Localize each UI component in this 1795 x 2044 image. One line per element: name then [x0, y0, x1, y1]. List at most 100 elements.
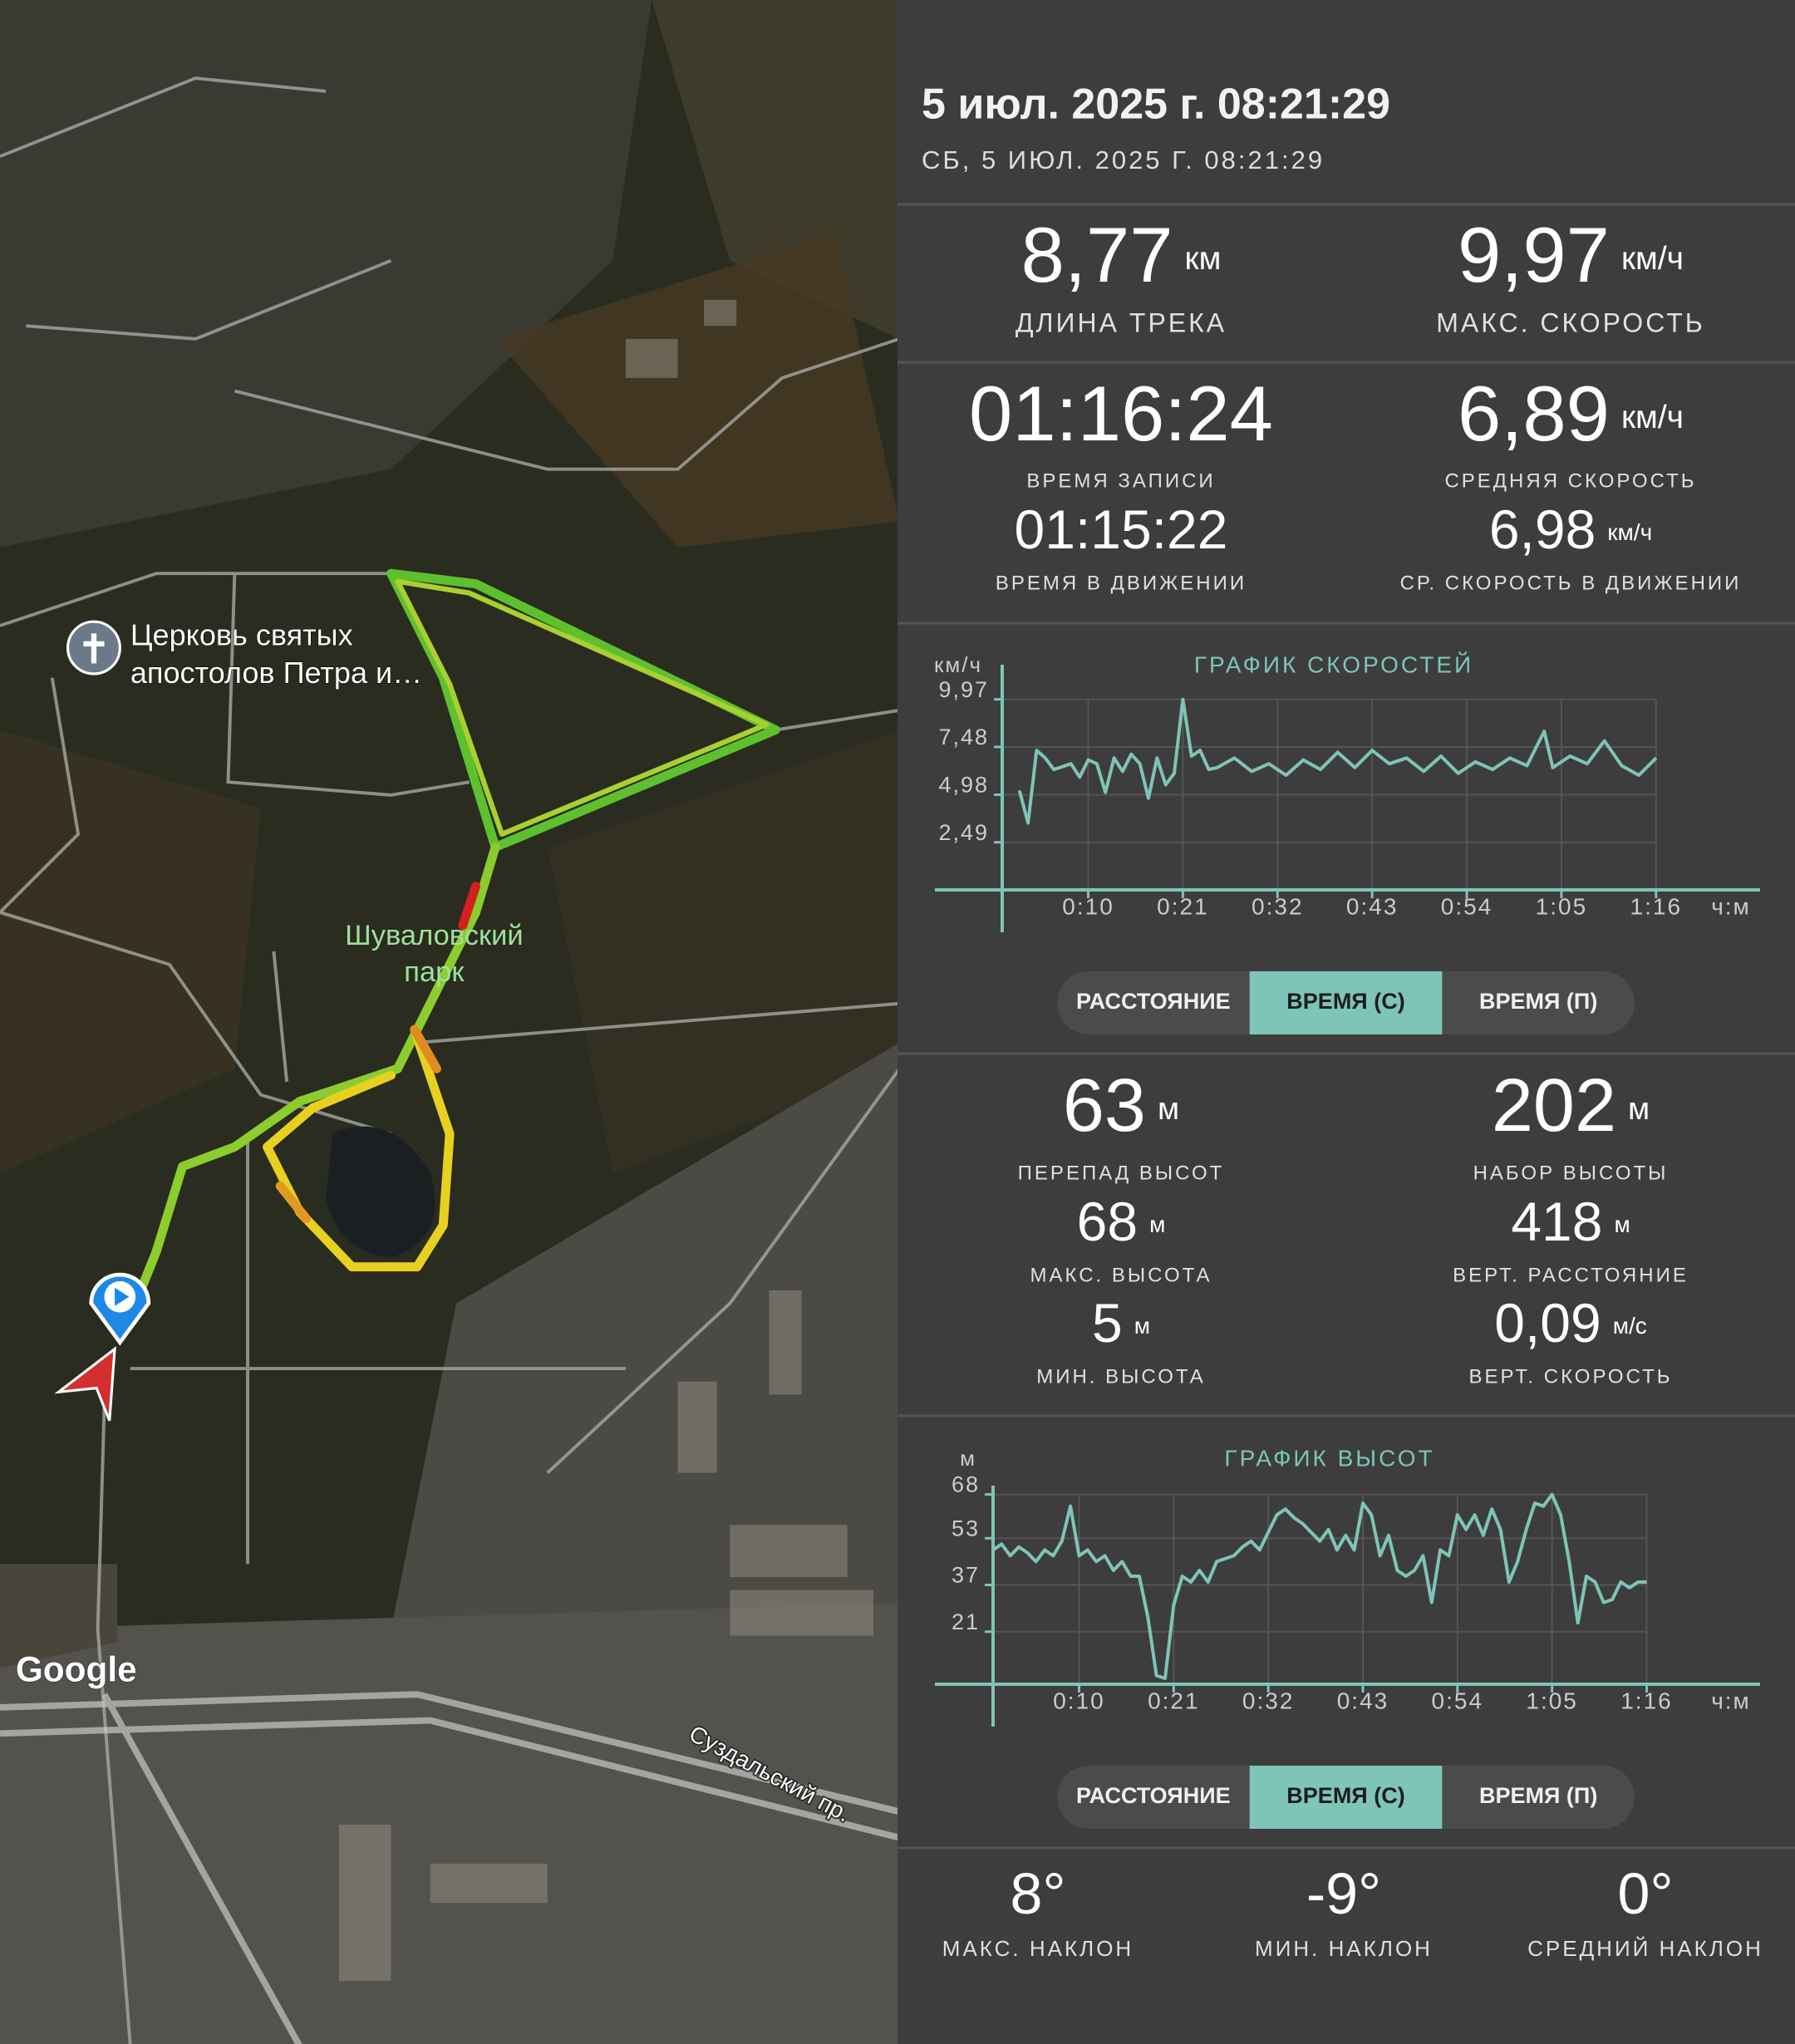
- stat-number: 01:16:24: [969, 370, 1273, 457]
- x-tick-label: 0:21: [1148, 1688, 1200, 1713]
- stat-unit: м/с: [1613, 1313, 1647, 1339]
- toggle-option[interactable]: ВРЕМЯ (С): [1286, 989, 1404, 1014]
- stat-label: ВРЕМЯ ЗАПИСИ: [1026, 469, 1215, 492]
- x-tick-label: 0:32: [1252, 893, 1304, 919]
- x-axis-label: ч:м: [1711, 893, 1751, 919]
- stat-number: 0,09: [1494, 1292, 1601, 1354]
- stat-value: 8°: [1011, 1861, 1066, 1926]
- stat-unit: м: [1134, 1313, 1150, 1339]
- x-tick-label: 1:16: [1630, 893, 1683, 919]
- stat-label: ВЕРТ. РАССТОЯНИЕ: [1453, 1264, 1689, 1286]
- stat-unit: км/ч: [1607, 519, 1652, 545]
- stat-number: 8,77: [1021, 211, 1173, 298]
- poi-icon[interactable]: [66, 620, 121, 676]
- stat-value: 63 м: [1063, 1064, 1179, 1147]
- chart-title: ГРАФИК ВЫСОТ: [1224, 1445, 1434, 1471]
- data-line: [1017, 697, 1658, 825]
- stat-label: ПЕРЕПАД ВЫСОТ: [1018, 1162, 1225, 1184]
- stat-value: 0°: [1618, 1861, 1674, 1926]
- stat-label: ВРЕМЯ В ДВИЖЕНИИ: [996, 572, 1247, 594]
- stat-label: МИН. НАКЛОН: [1255, 1936, 1433, 1961]
- roads: [0, 76, 898, 2044]
- poi-label[interactable]: Церковь святых: [130, 617, 353, 652]
- toggle-option[interactable]: ВРЕМЯ (П): [1479, 989, 1597, 1014]
- track: [125, 568, 780, 1321]
- toggle-option[interactable]: РАССТОЯНИЕ: [1076, 989, 1231, 1014]
- stat-value: 01:15:22: [1015, 499, 1228, 560]
- toggle-option[interactable]: ВРЕМЯ (П): [1479, 1783, 1597, 1808]
- stat-number: 418: [1511, 1191, 1602, 1252]
- header-subtitle: СБ, 5 ИЮЛ. 2025 Г. 08:21:29: [922, 145, 1325, 174]
- x-tick-label: 0:43: [1346, 893, 1399, 919]
- stat-number: 5: [1092, 1292, 1123, 1354]
- stat-number: 01:15:22: [1015, 499, 1228, 560]
- toggle-selected[interactable]: [1249, 971, 1443, 1034]
- stat-value: 9,97 км/ч: [1458, 211, 1684, 298]
- stat-label: СР. СКОРОСТЬ В ДВИЖЕНИИ: [1400, 572, 1742, 594]
- stat-label: СРЕДНЯЯ СКОРОСТЬ: [1444, 469, 1696, 492]
- x-tick-label: 0:54: [1432, 1688, 1484, 1713]
- stat-number: 202: [1492, 1064, 1616, 1147]
- start-marker[interactable]: [89, 1272, 151, 1346]
- urban-area: [0, 1603, 898, 2044]
- y-tick-label: 7,48: [938, 725, 989, 749]
- x-tick-label: 0:43: [1337, 1688, 1389, 1713]
- stat-value: 202 м: [1492, 1064, 1650, 1147]
- stat-unit: км: [1185, 241, 1222, 277]
- toggle-option[interactable]: ВРЕМЯ (С): [1286, 1783, 1404, 1808]
- forest-patch: [547, 730, 898, 1173]
- y-axis-label: км/ч: [934, 652, 982, 677]
- urban-area: [0, 1564, 118, 1668]
- pond: [326, 1126, 435, 1258]
- stat-value: 8,77 км: [1021, 211, 1222, 298]
- stat-number: 8°: [1011, 1861, 1066, 1926]
- x-tick-label: 0:32: [1242, 1688, 1295, 1713]
- x-tick-label: 0:54: [1441, 893, 1493, 919]
- residential-area: [0, 0, 652, 548]
- chart-title: ГРАФИК СКОРОСТЕЙ: [1194, 651, 1473, 677]
- toggle-selected[interactable]: [1249, 1766, 1443, 1829]
- x-tick-label: 1:16: [1620, 1688, 1673, 1713]
- x-axis-label: ч:м: [1711, 1688, 1751, 1713]
- stat-unit: м: [1158, 1092, 1179, 1127]
- stat-value: 6,98 км/ч: [1489, 499, 1652, 560]
- highway: [0, 1691, 898, 2044]
- map-attribution: Google: [16, 1650, 137, 1689]
- x-tick-label: 0:10: [1053, 1688, 1105, 1713]
- stat-unit: км/ч: [1621, 241, 1684, 277]
- stat-value: -9°: [1306, 1861, 1381, 1926]
- stat-unit: м: [1149, 1211, 1165, 1237]
- stat-unit: м: [1614, 1211, 1630, 1237]
- stat-value: 01:16:24: [969, 370, 1273, 457]
- x-tick-label: 1:05: [1526, 1688, 1578, 1713]
- stat-value: 68 м: [1077, 1191, 1166, 1252]
- y-tick-label: 37: [952, 1563, 980, 1588]
- stat-number: 63: [1063, 1064, 1146, 1147]
- stat-number: 6,98: [1489, 499, 1596, 560]
- x-tick-label: 0:21: [1157, 893, 1209, 919]
- stat-label: МАКС. ВЫСОТА: [1030, 1264, 1212, 1286]
- stat-label: НАБОР ВЫСОТЫ: [1473, 1162, 1669, 1184]
- y-tick-label: 4,98: [938, 773, 989, 798]
- stat-label: ВЕРТ. СКОРОСТЬ: [1468, 1365, 1672, 1388]
- stat-number: 68: [1077, 1191, 1138, 1252]
- stat-value: 0,09 м/с: [1494, 1292, 1647, 1354]
- stat-value: 6,89 км/ч: [1458, 370, 1684, 457]
- map[interactable]: Церковь святых апостолов Петра и… Шувало…: [0, 0, 899, 2044]
- stat-label: МАКС. НАКЛОН: [942, 1936, 1134, 1961]
- stat-number: 9,97: [1458, 211, 1610, 298]
- position-marker: [54, 1346, 116, 1422]
- stat-label: СРЕДНИЙ НАКЛОН: [1527, 1936, 1763, 1961]
- poi-label[interactable]: апостолов Петра и…: [130, 656, 422, 690]
- stat-number: 6,89: [1458, 370, 1610, 457]
- stat-value: 418 м: [1511, 1191, 1630, 1252]
- toggle-option[interactable]: РАССТОЯНИЕ: [1076, 1783, 1231, 1808]
- stat-label: МИН. ВЫСОТА: [1036, 1365, 1206, 1388]
- park-label: Шуваловский: [345, 920, 524, 951]
- y-tick-label: 2,49: [938, 820, 989, 845]
- data-line: [991, 1492, 1647, 1680]
- buildings: [338, 299, 873, 1982]
